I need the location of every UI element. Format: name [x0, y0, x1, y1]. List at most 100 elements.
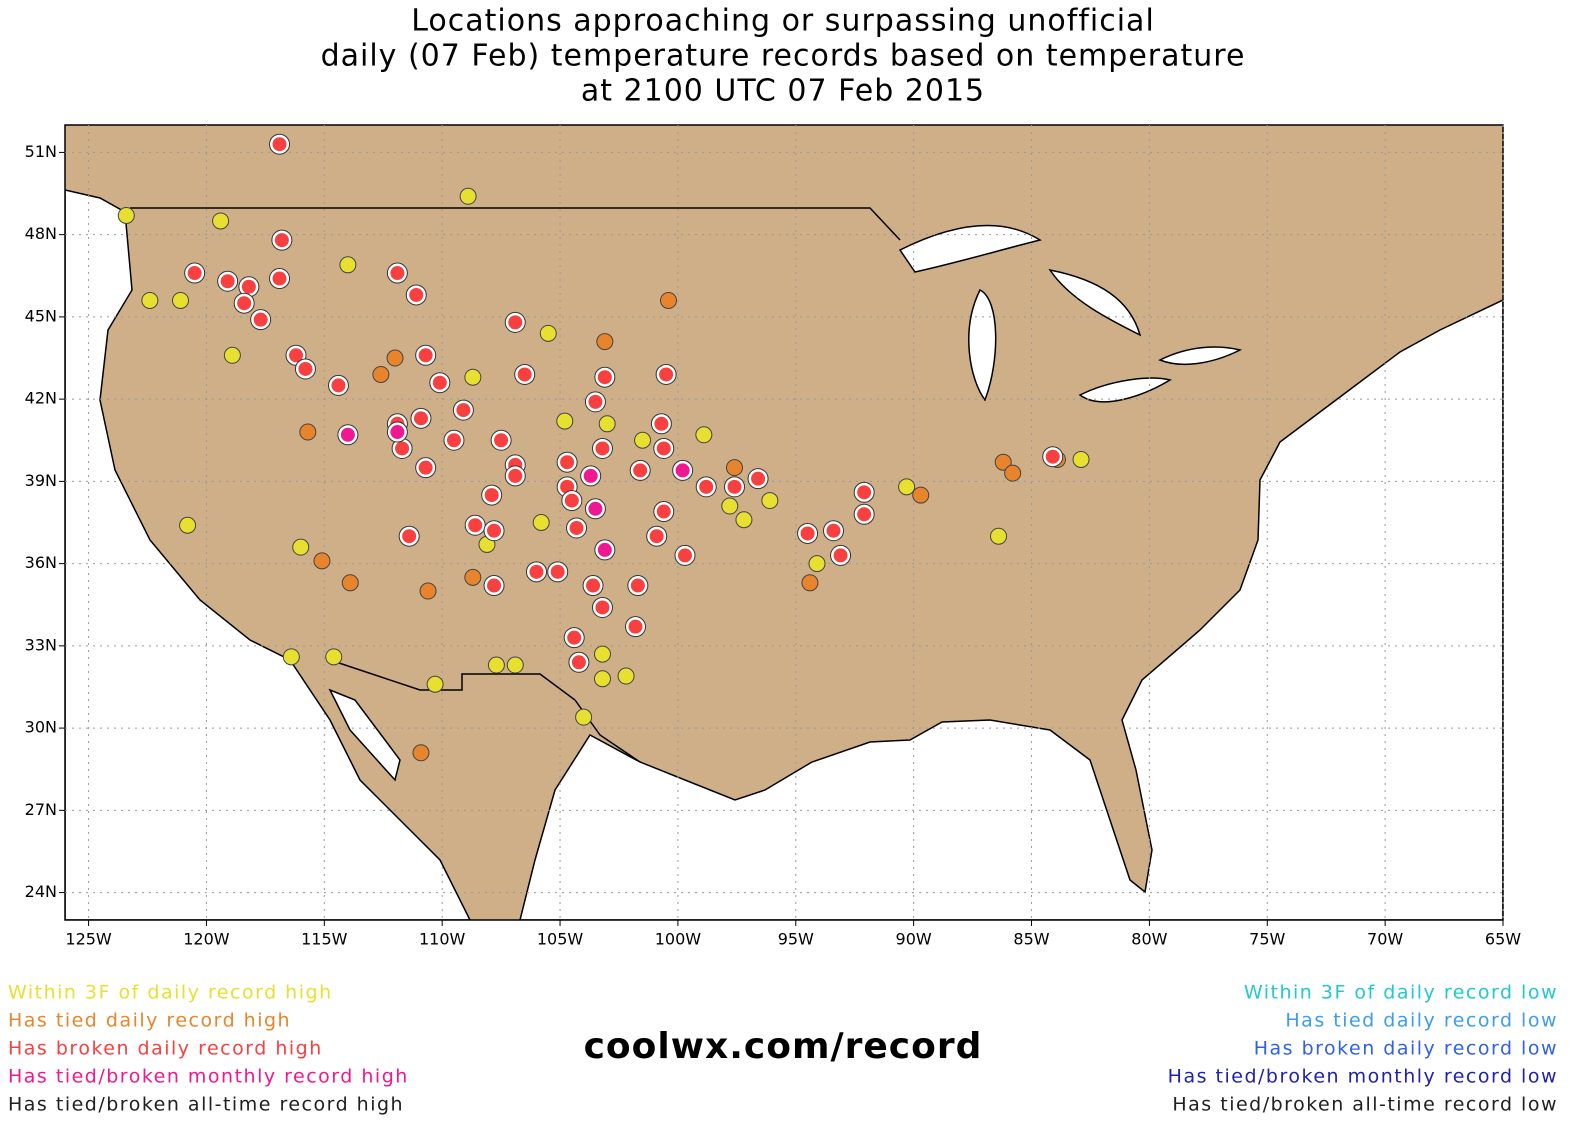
point	[390, 266, 405, 281]
legend-entry: Has tied daily record low	[1285, 1010, 1558, 1032]
x-tick-label: 80W	[1131, 930, 1167, 949]
y-tick-label: 24N	[25, 882, 57, 901]
point	[237, 296, 252, 311]
point	[857, 507, 872, 522]
point	[253, 312, 268, 327]
legend-entry: Has tied daily record high	[8, 1010, 291, 1032]
point	[550, 564, 565, 579]
point-group	[299, 291, 1066, 762]
point	[341, 574, 359, 592]
point	[826, 523, 841, 538]
point	[464, 568, 482, 586]
point	[464, 368, 482, 386]
point	[487, 523, 502, 538]
point	[654, 416, 669, 431]
point	[656, 504, 671, 519]
point	[532, 514, 550, 531]
title-line: daily (07 Feb) temperature records based…	[321, 39, 1246, 74]
point	[617, 667, 635, 685]
point	[857, 485, 872, 500]
point	[725, 459, 743, 477]
point	[656, 441, 671, 456]
x-tick-label: 70W	[1367, 930, 1403, 949]
point	[241, 279, 256, 294]
point	[426, 675, 444, 693]
point	[761, 492, 779, 510]
point	[586, 578, 601, 593]
point	[298, 361, 313, 376]
point	[117, 206, 135, 224]
gulf-atlantic	[519, 299, 1503, 920]
point	[833, 548, 848, 563]
point	[597, 542, 612, 557]
x-tick-label: 95W	[778, 930, 814, 949]
point	[487, 578, 502, 593]
source-url: coolwx.com/record	[584, 1026, 983, 1067]
point	[274, 233, 289, 248]
point	[699, 479, 714, 494]
y-tick-label: 36N	[25, 553, 57, 572]
x-tick-label: 75W	[1249, 930, 1285, 949]
x-tick-label: 125W	[65, 930, 112, 949]
point	[588, 501, 603, 516]
point	[402, 529, 417, 544]
point	[593, 645, 611, 663]
point	[289, 348, 304, 363]
point	[912, 486, 930, 504]
point	[141, 291, 159, 309]
point	[630, 578, 645, 593]
x-tick-label: 110W	[419, 930, 466, 949]
point	[659, 367, 674, 382]
plot-frame	[64, 124, 1504, 921]
point	[583, 468, 598, 483]
point	[994, 453, 1012, 471]
x-tick-label: 115W	[301, 930, 348, 949]
x-tick-label: 65W	[1485, 930, 1521, 949]
point	[419, 582, 437, 600]
point	[409, 287, 424, 302]
point	[634, 431, 652, 449]
point	[751, 471, 766, 486]
point	[808, 555, 826, 573]
point	[418, 348, 433, 363]
point	[990, 527, 1008, 545]
point	[595, 441, 610, 456]
point	[597, 370, 612, 385]
y-tick-label: 42N	[25, 389, 57, 408]
legend-entry: Has broken daily record high	[8, 1038, 323, 1060]
point	[556, 412, 574, 430]
point	[494, 433, 509, 448]
point	[659, 291, 677, 309]
point	[677, 548, 692, 563]
point	[560, 455, 575, 470]
point	[571, 655, 586, 670]
point	[313, 552, 331, 570]
point	[633, 463, 648, 478]
point	[299, 423, 317, 441]
point	[569, 520, 584, 535]
legend-entry: Within 3F of daily record high	[8, 982, 333, 1004]
point	[487, 656, 505, 674]
point	[220, 274, 235, 289]
point	[593, 670, 611, 688]
point	[187, 266, 202, 281]
x-tick-label: 85W	[1013, 930, 1049, 949]
point	[484, 488, 499, 503]
x-tick-label: 90W	[896, 930, 932, 949]
point	[1072, 450, 1090, 468]
y-tick-label: 39N	[25, 471, 57, 490]
point	[390, 425, 405, 440]
gulf-of-california	[328, 688, 401, 782]
point-group	[117, 187, 1090, 726]
point	[212, 212, 230, 230]
point	[575, 708, 593, 726]
legend-entry: Within 3F of daily record low	[1244, 982, 1558, 1004]
point	[372, 365, 390, 383]
point	[272, 271, 287, 286]
great-lakes	[898, 224, 1243, 403]
point	[331, 378, 346, 393]
point	[596, 333, 614, 351]
y-tick-label: 48N	[25, 224, 57, 243]
point	[539, 324, 557, 342]
